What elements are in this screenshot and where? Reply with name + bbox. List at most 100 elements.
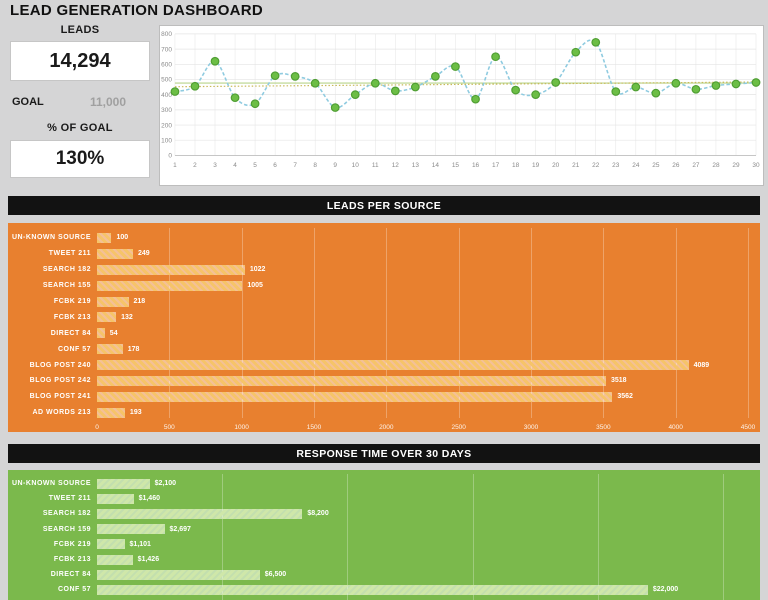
bar-value-label: $6,500 — [264, 571, 287, 579]
bar — [97, 478, 150, 489]
leads-trend-chart: 0 100 200 300 400 500 600 700 800 1 2 3 4 5 6 7 8 9 10 11 12… — [159, 25, 764, 186]
category-label: SEARCH 182 — [42, 266, 91, 274]
bar — [97, 328, 105, 339]
category-label: UN-KNOWN SOURCE — [11, 480, 91, 488]
bar — [97, 344, 123, 355]
svg-text:20: 20 — [552, 162, 560, 169]
svg-text:18: 18 — [512, 162, 520, 169]
bar — [97, 375, 606, 386]
svg-text:100: 100 — [161, 137, 172, 144]
svg-text:22: 22 — [592, 162, 600, 169]
bar — [97, 524, 165, 535]
bar-value-label: 132 — [121, 313, 133, 321]
bar-value-label: $2,100 — [154, 480, 177, 488]
category-label: TWEET 211 — [48, 250, 91, 258]
bar-value-label: 1005 — [247, 282, 263, 290]
svg-text:16: 16 — [472, 162, 480, 169]
bar-row: TWEET 211 249 — [8, 246, 760, 262]
category-label: FCBK 219 — [53, 298, 91, 305]
svg-text:600: 600 — [161, 62, 172, 69]
bar — [97, 296, 129, 307]
bar-track: 1005 — [97, 280, 748, 291]
response-bar-rows: UN-KNOWN SOURCE $2,100 TWEET 211 $1,460 … — [8, 476, 760, 598]
svg-text:8: 8 — [313, 162, 317, 169]
bar-value-label: $1,101 — [129, 540, 151, 548]
x-axis-tick: 2500 — [451, 423, 466, 431]
response-time-chart: UN-KNOWN SOURCE $2,100 TWEET 211 $1,460 … — [8, 470, 760, 600]
svg-text:12: 12 — [392, 162, 400, 169]
svg-text:7: 7 — [293, 162, 297, 169]
svg-text:3: 3 — [213, 162, 217, 169]
bar-row: FCBK 213 132 — [8, 309, 760, 325]
bar-track: 3562 — [97, 391, 748, 402]
category-label: SEARCH 182 — [42, 510, 91, 518]
svg-text:30: 30 — [752, 162, 760, 169]
bar-value-label: 100 — [116, 234, 129, 242]
bar-row: UN-KNOWN SOURCE 100 — [8, 230, 760, 246]
leads-per-source-chart: UN-KNOWN SOURCE 100 TWEET 211 249 SEARCH… — [8, 223, 760, 432]
x-axis-tick: 3500 — [596, 423, 611, 431]
x-axis-tick: 3000 — [523, 423, 539, 431]
bar-value-label: $22,000 — [652, 586, 679, 594]
bar-row: CONF 57 $22,000 — [8, 582, 760, 597]
svg-text:200: 200 — [161, 122, 172, 129]
bar-row: TWEET 211 $1,460 — [8, 491, 760, 506]
bar-row: UN-KNOWN SOURCE $2,100 — [8, 476, 760, 491]
bar-row: FCBK 219 218 — [8, 294, 760, 310]
bar-track: 132 — [97, 312, 748, 323]
svg-text:19: 19 — [532, 162, 540, 169]
bar-row: FCBK 219 $1,101 — [8, 537, 760, 552]
x-axis-tick: 4500 — [740, 423, 756, 431]
svg-text:27: 27 — [692, 162, 700, 169]
bar — [97, 232, 112, 243]
bar-value-label: 249 — [138, 250, 150, 258]
bar — [97, 407, 125, 418]
category-label: AD WORDS 213 — [32, 409, 91, 417]
bar — [97, 312, 117, 323]
x-axis-tick: 2000 — [379, 423, 394, 431]
bar — [97, 569, 260, 580]
bar-track: $2,697 — [97, 524, 748, 535]
bar — [97, 391, 613, 402]
svg-text:4: 4 — [233, 162, 237, 169]
svg-text:300: 300 — [161, 107, 172, 114]
svg-text:25: 25 — [652, 162, 660, 169]
category-label: DIRECT 84 — [50, 571, 91, 579]
category-label: FCBK 213 — [53, 313, 91, 321]
goal-row: GOAL 11,000 — [10, 95, 150, 109]
svg-text:17: 17 — [492, 162, 500, 169]
category-label: CONF 57 — [57, 586, 91, 594]
x-axis-tick: 1000 — [234, 423, 249, 431]
bar-value-label: 3562 — [617, 393, 633, 401]
category-label: CONF 57 — [57, 345, 91, 353]
response-gridlines — [97, 474, 748, 600]
leads-value-card: 14,294 — [10, 41, 150, 81]
leads-per-source-header: LEADS PER SOURCE — [8, 196, 760, 215]
svg-text:10: 10 — [352, 162, 360, 169]
bar-value-label: 4089 — [693, 361, 710, 369]
bar-value-label: 193 — [129, 409, 142, 417]
bar-track: 100 — [97, 232, 748, 243]
bar-value-label: 54 — [109, 329, 118, 337]
bar-row: CONF 57 178 — [8, 341, 760, 357]
category-label: DIRECT 84 — [50, 329, 91, 337]
category-label: BLOG POST 241 — [29, 393, 91, 401]
bar-track: 1022 — [97, 264, 748, 275]
category-label: FCBK 219 — [53, 540, 91, 548]
svg-text:500: 500 — [161, 77, 172, 84]
percent-of-goal-label: % OF GOAL — [47, 122, 113, 134]
response-time-header: RESPONSE TIME OVER 30 DAYS — [8, 444, 760, 463]
bar-track: 178 — [97, 344, 748, 355]
category-label: FCBK 213 — [53, 556, 91, 564]
bar-row: AD WORDS 213 193 — [8, 405, 760, 421]
bar-value-label: 178 — [127, 345, 140, 353]
svg-text:23: 23 — [612, 162, 620, 169]
source-bar-rows: UN-KNOWN SOURCE 100 TWEET 211 249 SEARCH… — [8, 230, 760, 421]
bar-row: SEARCH 182 $8,200 — [8, 506, 760, 521]
bar-track: 3518 — [97, 375, 748, 386]
bar-value-label: 1022 — [249, 266, 266, 274]
svg-text:0: 0 — [168, 153, 172, 160]
svg-text:11: 11 — [372, 162, 379, 169]
bar — [97, 508, 303, 519]
